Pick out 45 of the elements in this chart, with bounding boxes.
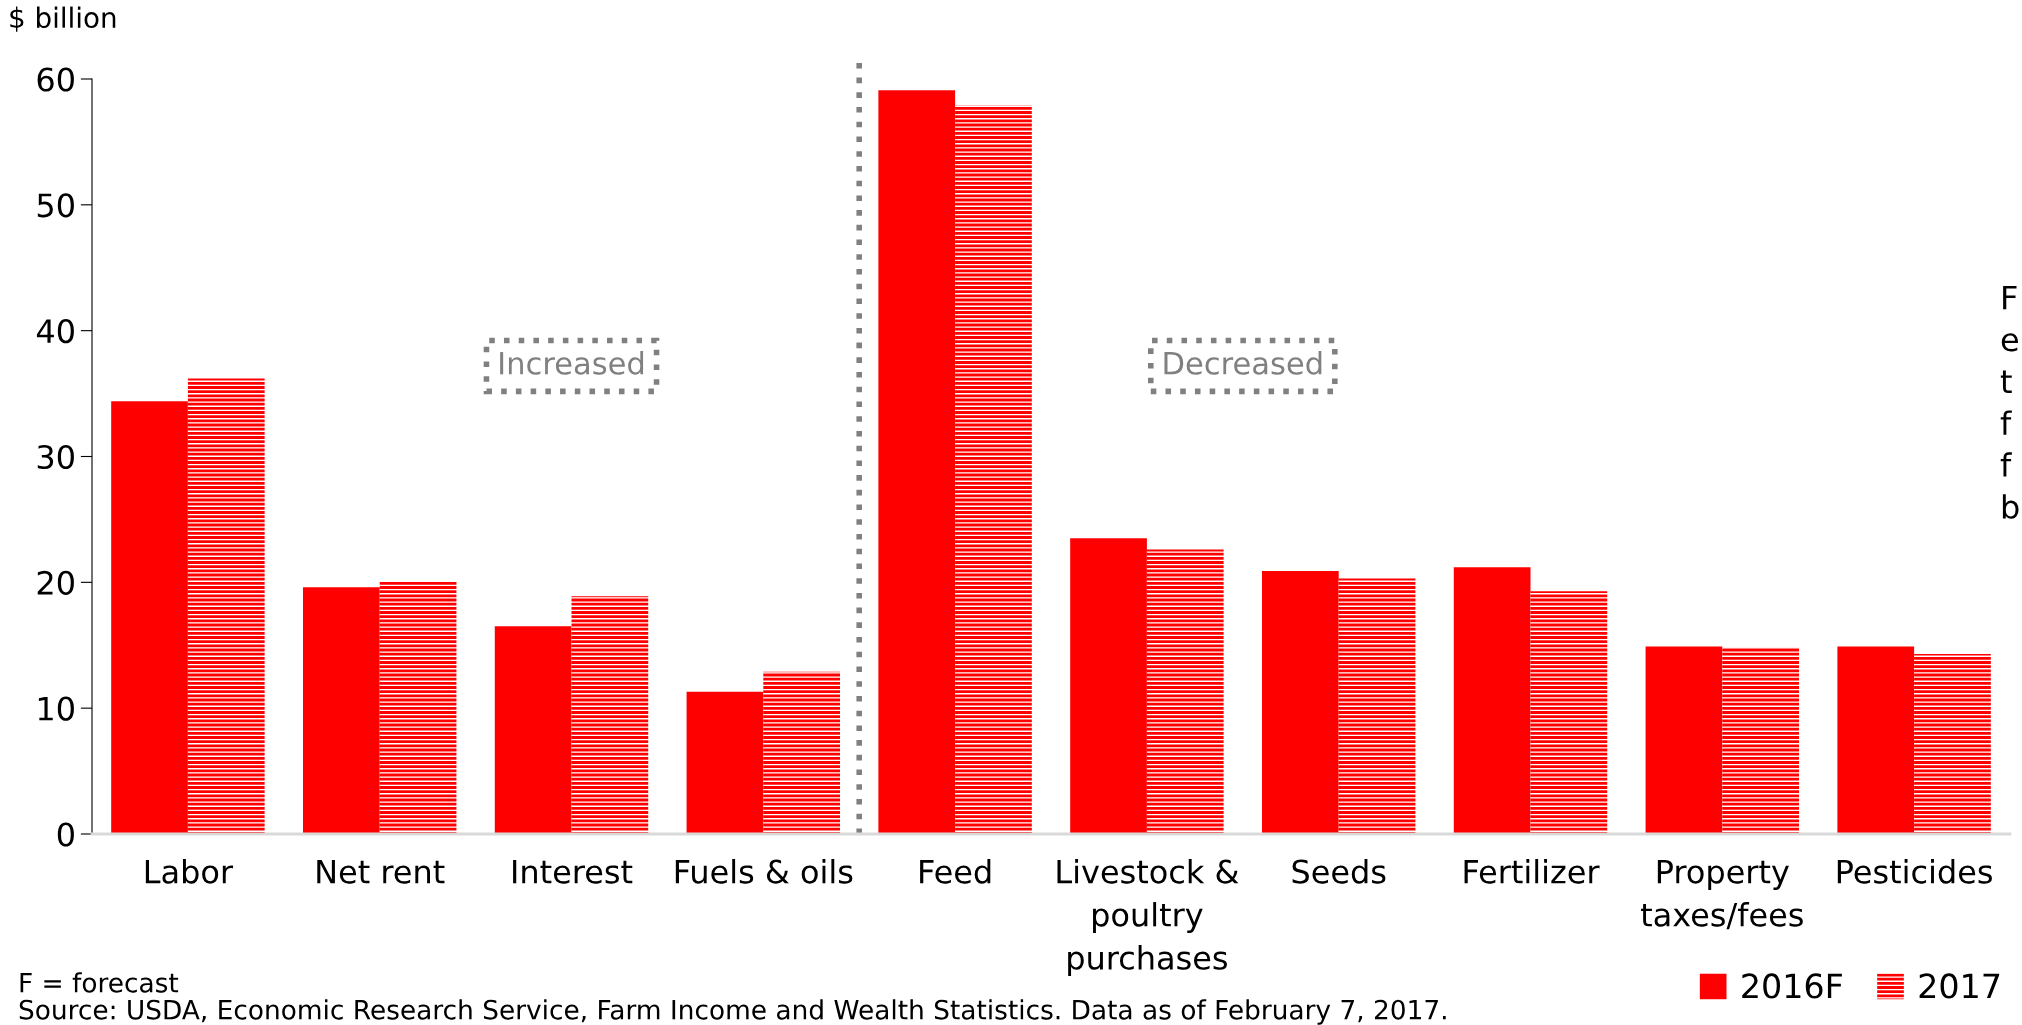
x-tick-label: Seeds [1292,859,1386,884]
x-tick-label: Fertilizer [1464,859,1600,884]
bar [1146,549,1224,834]
bar [187,378,265,834]
bar [1645,646,1723,834]
x-tick-label: Pesticides [1837,859,1992,884]
bar [571,596,649,834]
y-tick-label: 20 [37,570,74,595]
x-tick-label: Labor [145,859,234,884]
bar [1338,578,1416,834]
bar [686,691,764,834]
annotation: Decreased [1164,351,1322,375]
x-tick-label: Net rent [317,859,445,884]
y-tick-label: 10 [38,696,74,721]
bar [379,581,457,834]
x-tick-label: Livestock & poultry purchases [1057,859,1239,977]
source-note: Source: USDA, Economic Research Service, Farm Income and Wealth Statistics. Data as of February 7, 2017. [19,999,1446,1025]
x-tick-label: Fuels & oils [675,859,853,884]
bar [302,587,380,834]
annotation: F e t f f b [2000,285,2019,519]
bar [878,90,956,834]
bar [1453,567,1531,834]
bar [1530,591,1608,834]
x-tick-label: Feed [920,859,991,884]
bar [111,401,188,834]
bar [1261,571,1339,834]
y-tick-label: 0 [57,822,74,847]
legend-label: 2016F [1742,973,1842,999]
y-tick-label: 50 [37,193,74,218]
bar [1914,654,1991,834]
bar [763,671,841,834]
bar [1070,538,1147,834]
y-axis-title: $ billion [10,6,116,32]
bar [1722,647,1800,834]
annotation: Increased [500,351,644,375]
y-tick-label: 40 [36,319,74,344]
legend-label: 2017 [1919,973,2000,999]
text: F = forecast [20,972,179,993]
y-tick-label: 30 [37,444,74,470]
x-tick-label: Interest [513,859,633,884]
x-tick-label: Property taxes/fees [1641,859,1803,930]
bar [1837,646,1915,834]
bar [955,105,1032,834]
bar [494,626,572,834]
y-tick-label: 60 [37,67,74,92]
